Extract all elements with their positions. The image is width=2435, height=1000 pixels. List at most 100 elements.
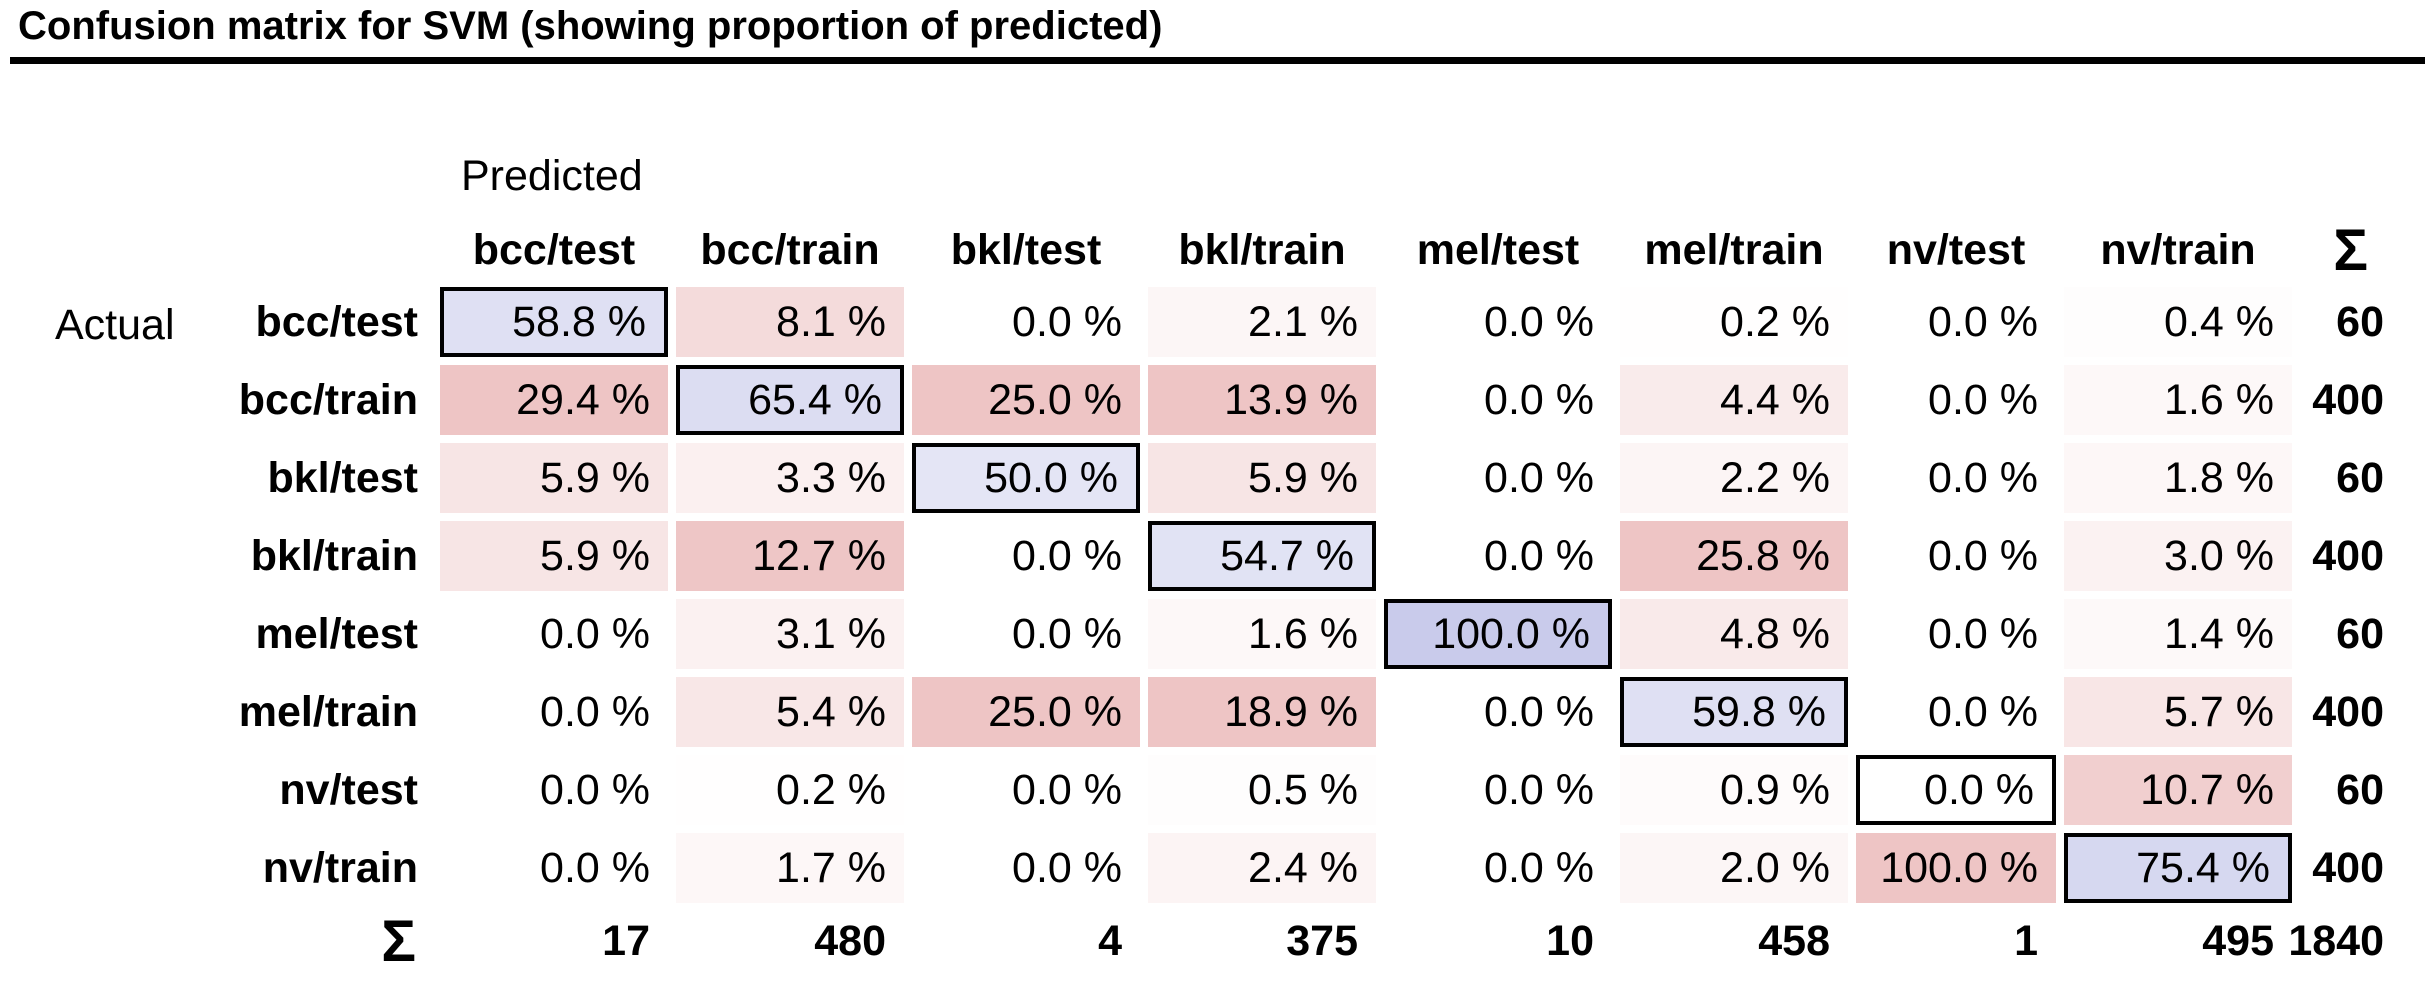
cell-nv-test-mel-train: 0.9 % [1620,755,1848,825]
row-sum-mel-train: 400 [2312,687,2384,736]
cell-mel-test-mel-train: 4.8 % [1620,599,1848,669]
cell-bcc-train-bcc-test: 29.4 % [440,365,668,435]
title-rule [10,57,2425,64]
cell-bkl-test-nv-train: 1.8 % [2064,443,2292,513]
cell-bcc-train-bkl-train: 13.9 % [1148,365,1376,435]
cell-nv-train-bkl-test: 0.0 % [912,833,1140,903]
cell-nv-test-nv-test: 0.0 % [1856,755,2056,825]
cell-bcc-test-bcc-train: 8.1 % [676,287,904,357]
row-label-mel-test: mel/test [255,609,418,658]
col-header-mel-test: mel/test [1416,225,1580,274]
cell-bkl-train-mel-test: 0.0 % [1384,521,1612,591]
cell-bcc-train-nv-train: 1.6 % [2064,365,2292,435]
cell-bcc-train-mel-test: 0.0 % [1384,365,1612,435]
cell-mel-test-bcc-train: 3.1 % [676,599,904,669]
actual-axis-label: Actual [55,301,175,349]
cell-bcc-train-mel-train: 4.4 % [1620,365,1848,435]
row-label-bcc-test: bcc/test [255,297,418,346]
cell-nv-test-bcc-train: 0.2 % [676,755,904,825]
cell-bkl-test-bkl-train: 5.9 % [1148,443,1376,513]
col-header-nv-test: nv/test [1886,225,2026,274]
row-sum-nv-train: 400 [2312,843,2384,892]
cell-nv-test-bkl-train: 0.5 % [1148,755,1376,825]
row-label-bkl-train: bkl/train [250,531,418,580]
cell-mel-train-bkl-train: 18.9 % [1148,677,1376,747]
cell-bcc-test-bkl-train: 2.1 % [1148,287,1376,357]
row-label-mel-train: mel/train [238,687,418,736]
cell-nv-train-mel-train: 2.0 % [1620,833,1848,903]
col-sum-bcc-test: 17 [602,916,650,965]
row-sum-mel-test: 60 [2336,609,2384,658]
cell-bcc-train-bcc-train: 65.4 % [676,365,904,435]
cell-mel-test-nv-train: 1.4 % [2064,599,2292,669]
cell-bkl-test-bcc-train: 3.3 % [676,443,904,513]
cell-bkl-test-mel-train: 2.2 % [1620,443,1848,513]
cell-nv-test-bkl-test: 0.0 % [912,755,1140,825]
cell-nv-test-mel-test: 0.0 % [1384,755,1612,825]
predicted-axis-label: Predicted [461,152,643,200]
row-sum-bcc-test: 60 [2336,297,2384,346]
cell-mel-test-bkl-train: 1.6 % [1148,599,1376,669]
cell-mel-train-bcc-test: 0.0 % [440,677,668,747]
col-sum-nv-test: 1 [2014,916,2038,965]
col-sum-mel-train: 458 [1758,916,1830,965]
cell-mel-train-mel-test: 0.0 % [1384,677,1612,747]
cell-bkl-test-nv-test: 0.0 % [1856,443,2056,513]
row-sum-bkl-train: 400 [2312,531,2384,580]
actual-sum-header: Σ [381,908,416,974]
confusion-matrix: bcc/test bcc/train bkl/test bkl/train mel/te… [55,217,2390,974]
cell-mel-test-mel-test: 100.0 % [1384,599,1612,669]
cell-bkl-train-bcc-train: 12.7 % [676,521,904,591]
col-sum-bkl-train: 375 [1286,916,1358,965]
cell-bcc-train-nv-test: 0.0 % [1856,365,2056,435]
grand-total: 1840 [2288,916,2384,965]
cell-mel-train-mel-train: 59.8 % [1620,677,1848,747]
cell-bkl-test-bcc-test: 5.9 % [440,443,668,513]
cell-bcc-test-nv-test: 0.0 % [1856,287,2056,357]
cell-mel-train-nv-test: 0.0 % [1856,677,2056,747]
cell-nv-train-nv-test: 100.0 % [1856,833,2056,903]
cell-bcc-test-bcc-test: 58.8 % [440,287,668,357]
cell-bkl-train-nv-test: 0.0 % [1856,521,2056,591]
cell-mel-train-nv-train: 5.7 % [2064,677,2292,747]
cell-bkl-train-bcc-test: 5.9 % [440,521,668,591]
col-header-nv-train: nv/train [2100,225,2256,274]
corner-spacer [55,221,432,279]
cell-nv-train-bkl-train: 2.4 % [1148,833,1376,903]
row-sum-bkl-test: 60 [2336,453,2384,502]
cell-mel-test-bkl-test: 0.0 % [912,599,1140,669]
cell-nv-train-nv-train: 75.4 % [2064,833,2292,903]
row-label-bcc-train: bcc/train [238,375,418,424]
cell-bcc-test-nv-train: 0.4 % [2064,287,2292,357]
col-sum-bkl-test: 4 [1098,916,1122,965]
cell-bkl-train-nv-train: 3.0 % [2064,521,2292,591]
row-label-nv-test: nv/test [279,765,418,814]
row-label-bkl-test: bkl/test [267,453,418,502]
cell-bkl-train-mel-train: 25.8 % [1620,521,1848,591]
cell-mel-train-bcc-train: 5.4 % [676,677,904,747]
cell-bcc-test-mel-train: 0.2 % [1620,287,1848,357]
cell-nv-train-mel-test: 0.0 % [1384,833,1612,903]
cell-nv-test-nv-train: 10.7 % [2064,755,2292,825]
col-header-bkl-test: bkl/test [950,225,1102,274]
cell-bcc-test-mel-test: 0.0 % [1384,287,1612,357]
cell-mel-test-nv-test: 0.0 % [1856,599,2056,669]
cell-bkl-train-bkl-test: 0.0 % [912,521,1140,591]
row-label-nv-train: nv/train [262,843,418,892]
cell-bkl-train-bkl-train: 54.7 % [1148,521,1376,591]
col-sum-mel-test: 10 [1546,916,1594,965]
page-title: Confusion matrix for SVM (showing propor… [18,4,1163,48]
cell-mel-test-bcc-test: 0.0 % [440,599,668,669]
cell-nv-train-bcc-train: 1.7 % [676,833,904,903]
col-sum-bcc-train: 480 [814,916,886,965]
row-sum-nv-test: 60 [2336,765,2384,814]
cell-nv-train-bcc-test: 0.0 % [440,833,668,903]
cell-bkl-test-bkl-test: 50.0 % [912,443,1140,513]
cell-bkl-test-mel-test: 0.0 % [1384,443,1612,513]
cell-bcc-train-bkl-test: 25.0 % [912,365,1140,435]
cell-mel-train-bkl-test: 25.0 % [912,677,1140,747]
predicted-sum-header: Σ [2333,217,2368,283]
cell-bcc-test-bkl-test: 0.0 % [912,287,1140,357]
row-sum-bcc-train: 400 [2312,375,2384,424]
